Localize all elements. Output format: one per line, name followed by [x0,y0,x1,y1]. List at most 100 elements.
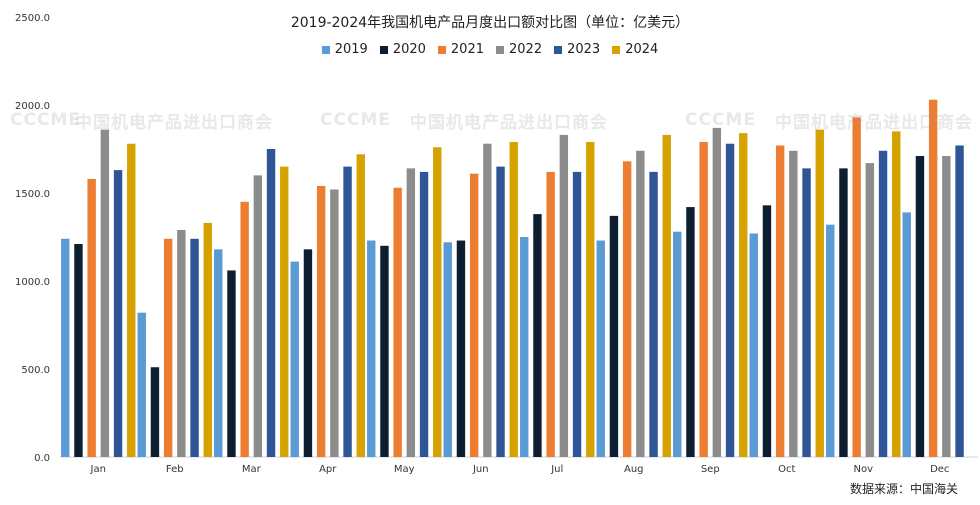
bar-2023-Dec [955,145,964,458]
legend-item: 2019 [321,42,368,57]
bar-2019-Jul [520,237,529,457]
bar-2021-Sep [699,141,708,457]
bar-2020-Mar [227,270,236,457]
x-tick-label: Sep [701,464,720,475]
bar-2024-Jun [509,141,518,457]
bar-2022-Feb [177,229,186,457]
data-source-note: 数据来源：中国海关 [849,482,958,496]
bar-2019-Dec [902,212,911,457]
legend-item: 2020 [379,42,426,57]
bar-2024-May [433,147,442,458]
bar-2020-Feb [150,367,160,457]
bar-2024-Jan [127,143,136,457]
bar-2019-Apr [290,261,299,457]
y-tick-label: 0.0 [34,453,50,464]
bar-2019-Feb [137,312,146,457]
bar-2020-Jun [456,240,466,457]
bar-2020-Oct [762,205,772,457]
x-tick-label: Jan [90,464,106,475]
legend-label: 2020 [392,42,426,57]
legend-item: 2023 [554,42,600,57]
bar-2024-Mar [280,166,289,457]
x-tick-label: May [394,464,415,475]
x-tick-label: Mar [242,464,262,475]
bar-2019-Sep [673,231,682,457]
chart-legend: 2019 2020 2021 2022 2023 2024 [0,42,980,57]
legend-label: 2024 [625,42,659,57]
legend-swatch [379,45,388,54]
bar-2021-Nov [852,117,861,457]
x-tick-label: Feb [166,464,184,475]
bar-2021-Jan [87,178,96,458]
bar-2021-Apr [316,185,326,457]
bar-2019-Nov [826,224,835,457]
y-tick-label: 1500.0 [15,189,50,200]
bar-2020-Apr [303,249,313,457]
legend-swatch [321,45,330,54]
legend-item: 2022 [496,42,542,57]
bar-2021-Jul [546,171,555,457]
x-tick-label: Oct [778,464,795,475]
bar-2019-Oct [749,233,758,457]
x-tick-label: Jun [472,464,489,475]
x-tick-label: Jul [550,464,563,475]
y-tick-label: 2000.0 [15,101,50,112]
bar-2020-Sep [686,207,695,457]
bar-2021-Feb [163,238,173,457]
legend-label: 2023 [567,42,601,57]
bar-2023-Oct [802,168,811,458]
bar-2021-Oct [775,145,785,458]
bar-2023-Jun [496,166,505,457]
bar-2024-Oct [815,129,824,457]
x-tick-label: Apr [319,464,337,475]
y-tick-label: 2500.0 [15,13,50,24]
bar-2023-Nov [878,150,888,457]
bar-2020-May [380,245,389,457]
bar-2024-Apr [356,154,365,457]
bar-2020-Jan [74,244,83,457]
y-tick-label: 500.0 [21,365,50,376]
bar-2019-Aug [596,240,605,457]
bar-2022-Nov [865,163,875,457]
bar-2019-Mar [214,249,223,457]
bar-2022-May [406,168,416,458]
x-tick-label: Dec [930,464,949,475]
bar-2023-Mar [266,149,276,457]
bar-2019-May [367,240,376,457]
bar-2022-Jul [559,134,569,458]
bar-2024-Nov [892,131,901,457]
x-tick-label: Nov [853,464,873,475]
bar-2021-Mar [240,201,249,457]
bar-2024-Feb [203,222,212,457]
legend-item: 2024 [612,42,658,57]
bar-2020-Dec [915,156,925,458]
bar-2021-May [393,187,402,457]
bar-2024-Jul [586,141,595,457]
legend-swatch [496,45,504,54]
bar-2021-Aug [622,161,632,457]
bar-2024-Sep [739,133,748,457]
bar-2022-Sep [712,127,722,457]
bar-2022-Jun [483,143,492,457]
bar-2021-Dec [928,99,938,457]
bar-2022-Apr [330,189,339,458]
legend-label: 2019 [334,42,368,57]
bar-2022-Oct [789,150,798,457]
x-tick-label: Aug [624,464,644,475]
legend-label: 2021 [450,42,484,57]
bar-2020-Nov [839,168,848,458]
legend-swatch [437,45,446,54]
y-tick-label: 1000.0 [15,277,50,288]
bar-2023-Aug [649,171,658,457]
bar-2023-Sep [725,143,735,457]
bar-2022-Aug [636,150,645,457]
bar-2021-Jun [469,173,479,457]
legend-item: 2021 [437,42,484,57]
bar-2023-May [419,171,429,457]
bar-2023-Feb [190,238,199,457]
bar-2020-Aug [609,215,619,457]
bar-2019-Jan [61,238,70,457]
bar-2024-Aug [662,134,671,458]
bar-2022-Mar [253,175,263,457]
